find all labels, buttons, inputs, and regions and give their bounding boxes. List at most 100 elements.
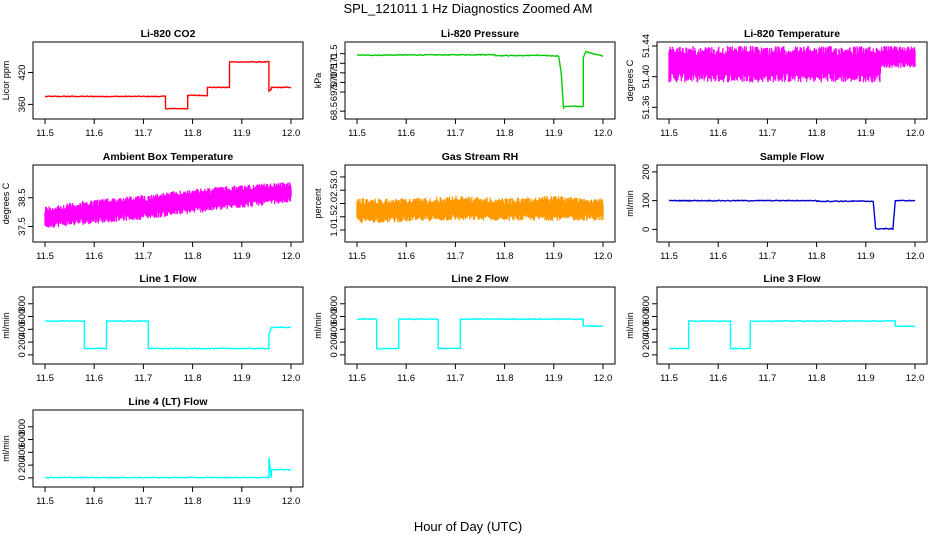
plot-frame: [656, 164, 928, 243]
y-tick-label: 600: [17, 309, 28, 325]
y-tick-label: 400: [641, 321, 652, 337]
x-tick-label: 11.5: [36, 128, 54, 139]
x-tick-label: 11.9: [233, 496, 251, 507]
series-line-0: [668, 319, 916, 350]
y-tick-label: 51.44: [641, 34, 652, 58]
y-tick-label: 200: [17, 457, 28, 473]
y-tick-label: 600: [329, 309, 340, 325]
panel-title: Line 3 Flow: [763, 273, 821, 285]
panel-title: Line 2 Flow: [451, 273, 509, 285]
series-line-0: [44, 457, 292, 479]
y-tick-label: 0: [641, 227, 652, 232]
panels: Li-820 CO2 Licor ppm 11.5 11.6 11.7 11.8 11.9 1…: [1, 28, 928, 507]
series-band-0: [356, 195, 604, 223]
panel-title: Li-820 CO2: [141, 28, 196, 40]
y-tick-label: 3.0: [329, 170, 340, 183]
y-tick-label: 100: [641, 193, 652, 209]
plot-frame: [32, 41, 304, 120]
y-tick-label: 51.36: [641, 95, 652, 119]
x-tick-label: 11.8: [496, 251, 514, 262]
x-tick-label: 11.7: [759, 128, 777, 139]
panel-2: Li-820 Temperature degrees C 11.5 11.6 11.7 1…: [625, 28, 928, 139]
y-axis-label: percent: [313, 188, 323, 219]
series-line-0: [44, 319, 292, 350]
plot-frame: [32, 286, 304, 365]
x-tick-label: 11.9: [545, 251, 563, 262]
x-tick-label: 11.9: [857, 251, 875, 262]
panel-6: Line 1 Flow ml/min 11.5 11.6 11.7 11.8 11.9 12.…: [1, 273, 304, 384]
y-tick-label: 600: [641, 309, 652, 325]
y-axis-label: Licor ppm: [1, 61, 11, 101]
x-tick-label: 11.9: [233, 128, 251, 139]
x-tick-label: 11.7: [759, 251, 777, 262]
series-band-0: [668, 46, 916, 83]
y-axis-label: degrees C: [1, 182, 11, 224]
x-tick-label: 11.7: [447, 373, 465, 384]
x-tick-label: 11.6: [709, 251, 727, 262]
y-axis-label: ml/min: [625, 190, 635, 217]
y-axis-label: degrees C: [625, 59, 635, 101]
x-tick-label: 12.0: [906, 251, 925, 262]
y-tick-label: 70.5: [329, 64, 340, 83]
y-tick-label: 1.5: [329, 210, 340, 223]
x-tick-label: 11.7: [135, 128, 153, 139]
y-tick-label: 38.5: [17, 189, 28, 208]
x-tick-label: 11.6: [397, 128, 415, 139]
x-tick-label: 11.8: [184, 496, 202, 507]
x-tick-label: 11.5: [348, 128, 366, 139]
y-tick-label: 420: [17, 65, 28, 81]
plot-frame: [656, 286, 928, 365]
y-tick-label: 0: [17, 475, 28, 480]
y-tick-label: 800: [641, 296, 652, 312]
panel-title: Li-820 Temperature: [744, 28, 840, 40]
x-tick-label: 11.5: [348, 373, 366, 384]
x-tick-label: 12.0: [282, 128, 301, 139]
x-tick-label: 11.7: [447, 251, 465, 262]
y-tick-label: 200: [329, 334, 340, 350]
y-axis-label: ml/min: [1, 312, 11, 339]
y-tick-label: 51.40: [641, 65, 652, 89]
x-tick-label: 11.6: [397, 373, 415, 384]
y-tick-label: 68.5: [329, 102, 340, 121]
x-tick-label: 11.8: [808, 128, 826, 139]
y-tick-label: 69.5: [329, 83, 340, 102]
x-tick-label: 11.5: [660, 251, 678, 262]
y-axis-label: ml/min: [1, 435, 11, 462]
x-tick-label: 12.0: [906, 373, 925, 384]
x-tick-label: 11.9: [233, 251, 251, 262]
panel-7: Line 2 Flow ml/min 11.5 11.6 11.7 11.8 11.9 12.…: [313, 273, 616, 384]
x-tick-label: 12.0: [282, 373, 301, 384]
y-tick-label: 70.0: [329, 73, 340, 92]
y-tick-label: 1.0: [329, 223, 340, 236]
x-tick-label: 11.5: [660, 128, 678, 139]
x-tick-label: 12.0: [594, 251, 613, 262]
y-tick-label: 200: [641, 334, 652, 350]
plot-frame: [344, 41, 616, 120]
x-tick-label: 11.5: [348, 251, 366, 262]
x-tick-label: 11.8: [184, 251, 202, 262]
x-tick-label: 11.8: [184, 373, 202, 384]
x-tick-label: 11.5: [36, 496, 54, 507]
y-tick-label: 200: [17, 334, 28, 350]
y-tick-label: 2.5: [329, 184, 340, 197]
figure-xlabel: Hour of Day (UTC): [414, 519, 522, 534]
panel-3: Ambient Box Temperature degrees C 11.5 11.6…: [1, 151, 304, 262]
y-tick-label: 600: [17, 432, 28, 448]
x-tick-label: 12.0: [594, 373, 613, 384]
x-tick-label: 11.8: [496, 128, 514, 139]
panel-9: Line 4 (LT) Flow ml/min 11.5 11.6 11.7 11.8 11…: [1, 396, 304, 507]
panel-title: Line 1 Flow: [139, 273, 197, 285]
series-line-0: [44, 60, 292, 110]
x-tick-label: 11.6: [85, 128, 103, 139]
y-tick-label: 800: [329, 296, 340, 312]
x-tick-label: 11.6: [709, 373, 727, 384]
x-tick-label: 11.6: [85, 251, 103, 262]
x-tick-label: 11.9: [545, 373, 563, 384]
y-tick-label: 800: [17, 296, 28, 312]
x-tick-label: 12.0: [594, 128, 613, 139]
x-tick-label: 11.7: [447, 128, 465, 139]
panel-title: Line 4 (LT) Flow: [128, 396, 208, 408]
y-axis-label: ml/min: [625, 312, 635, 339]
x-tick-label: 11.6: [709, 128, 727, 139]
